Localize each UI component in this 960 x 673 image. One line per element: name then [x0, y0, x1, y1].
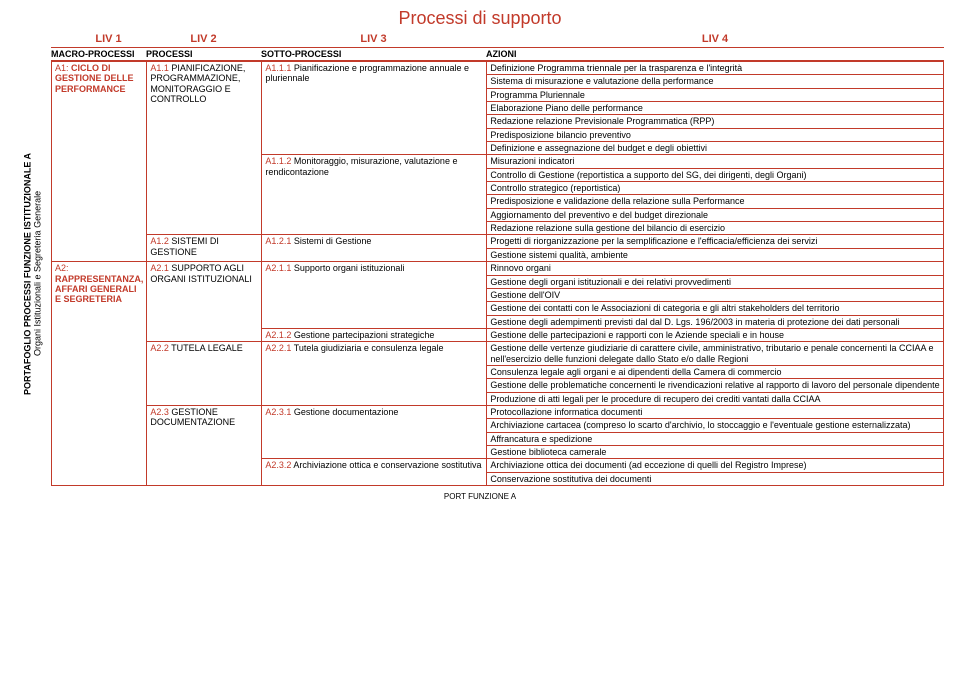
az-cell: Programma Pluriennale: [487, 88, 944, 101]
process-table: A1: CICLO DI GESTIONE DELLE PERFORMANCE …: [51, 61, 944, 486]
liv3-label: LIV 3: [261, 33, 486, 45]
az-cell: Aggiornamento del preventivo e del budge…: [487, 208, 944, 221]
page-footer: PORT FUNZIONE A: [16, 492, 944, 501]
az-cell: Definizione Programma triennale per la t…: [487, 62, 944, 75]
sp-a212: A2.1.2 Gestione partecipazioni strategic…: [262, 328, 487, 341]
az-cell: Gestione delle problematiche concernenti…: [487, 379, 944, 392]
sp-a231: A2.3.1 Gestione documentazione: [262, 405, 487, 458]
column-header-row: MACRO-PROCESSI PROCESSI SOTTO-PROCESSI A…: [51, 47, 944, 61]
az-cell: Gestione delle partecipazioni e rapporti…: [487, 328, 944, 341]
p-a12: A1.2 SISTEMI DI GESTIONE: [147, 235, 262, 262]
header-azioni: AZIONI: [486, 49, 944, 59]
az-cell: Progetti di riorganizzazione per la semp…: [487, 235, 944, 248]
sp-a211: A2.1.1 Supporto organi istituzionali: [262, 262, 487, 329]
sp-a112: A1.1.2 Monitoraggio, misurazione, valuta…: [262, 155, 487, 235]
az-cell: Controllo di Gestione (reportistica a su…: [487, 168, 944, 181]
az-cell: Produzione di atti legali per le procedu…: [487, 392, 944, 405]
p-a23: A2.3 GESTIONE DOCUMENTAZIONE: [147, 405, 262, 485]
az-cell: Predisposizione e validazione della rela…: [487, 195, 944, 208]
az-cell: Redazione relazione sulla gestione del b…: [487, 222, 944, 235]
az-cell: Gestione dell'OIV: [487, 288, 944, 301]
sp-a121: A1.2.1 Sistemi di Gestione: [262, 235, 487, 262]
az-cell: Archiviazione ottica dei documenti (ad e…: [487, 459, 944, 472]
portfolio-sidebar: PORTAFOGLIO PROCESSI FUNZIONE ISTITUZION…: [16, 61, 51, 486]
sp-a232: A2.3.2 Archiviazione ottica e conservazi…: [262, 459, 487, 486]
page-title: Processi di supporto: [16, 8, 944, 29]
p-a11: A1.1 PIANIFICAZIONE, PROGRAMMAZIONE, MON…: [147, 62, 262, 235]
az-cell: Consulenza legale agli organi e ai dipen…: [487, 365, 944, 378]
az-cell: Gestione delle vertenze giudiziarie di c…: [487, 342, 944, 366]
p-a22: A2.2 TUTELA LEGALE: [147, 342, 262, 406]
header-sotto-processi: SOTTO-PROCESSI: [261, 49, 486, 59]
az-cell: Protocollazione informatica documenti: [487, 405, 944, 418]
az-cell: Controllo strategico (reportistica): [487, 182, 944, 195]
az-cell: Misurazioni indicatori: [487, 155, 944, 168]
liv1-label: LIV 1: [51, 33, 146, 45]
az-cell: Elaborazione Piano delle performance: [487, 102, 944, 115]
az-cell: Gestione dei contatti con le Associazion…: [487, 302, 944, 315]
az-cell: Gestione degli adempimenti previsti dal …: [487, 315, 944, 328]
mp-a1: A1: CICLO DI GESTIONE DELLE PERFORMANCE: [52, 62, 147, 262]
sp-a111: A1.1.1 Pianificazione e programmazione a…: [262, 62, 487, 155]
header-macro-processi: MACRO-PROCESSI: [51, 49, 146, 59]
header-processi: PROCESSI: [146, 49, 261, 59]
p-a21: A2.1 SUPPORTO AGLI ORGANI ISTITUZIONALI: [147, 262, 262, 342]
az-cell: Archiviazione cartacea (compreso lo scar…: [487, 419, 944, 432]
sp-a221: A2.2.1 Tutela giudiziaria e consulenza l…: [262, 342, 487, 406]
az-cell: Affrancatura e spedizione: [487, 432, 944, 445]
sidebar-line1: PORTAFOGLIO PROCESSI FUNZIONE ISTITUZION…: [23, 153, 33, 395]
liv4-label: LIV 4: [486, 33, 944, 45]
az-cell: Definizione e assegnazione del budget e …: [487, 142, 944, 155]
az-cell: Gestione sistemi qualità, ambiente: [487, 248, 944, 261]
az-cell: Sistema di misurazione e valutazione del…: [487, 75, 944, 88]
level-header-row: LIV 1 LIV 2 LIV 3 LIV 4: [16, 33, 944, 45]
az-cell: Conservazione sostitutiva dei documenti: [487, 472, 944, 485]
liv2-label: LIV 2: [146, 33, 261, 45]
az-cell: Rinnovo organi: [487, 262, 944, 275]
az-cell: Gestione degli organi istituzionali e de…: [487, 275, 944, 288]
az-cell: Gestione biblioteca camerale: [487, 445, 944, 458]
az-cell: Redazione relazione Previsionale Program…: [487, 115, 944, 128]
mp-a2: A2: RAPPRESENTANZA, AFFARI GENERALI E SE…: [52, 262, 147, 486]
az-cell: Predisposizione bilancio preventivo: [487, 128, 944, 141]
sidebar-line2: Organi Istituzionali e Segreteria Genera…: [33, 191, 43, 356]
